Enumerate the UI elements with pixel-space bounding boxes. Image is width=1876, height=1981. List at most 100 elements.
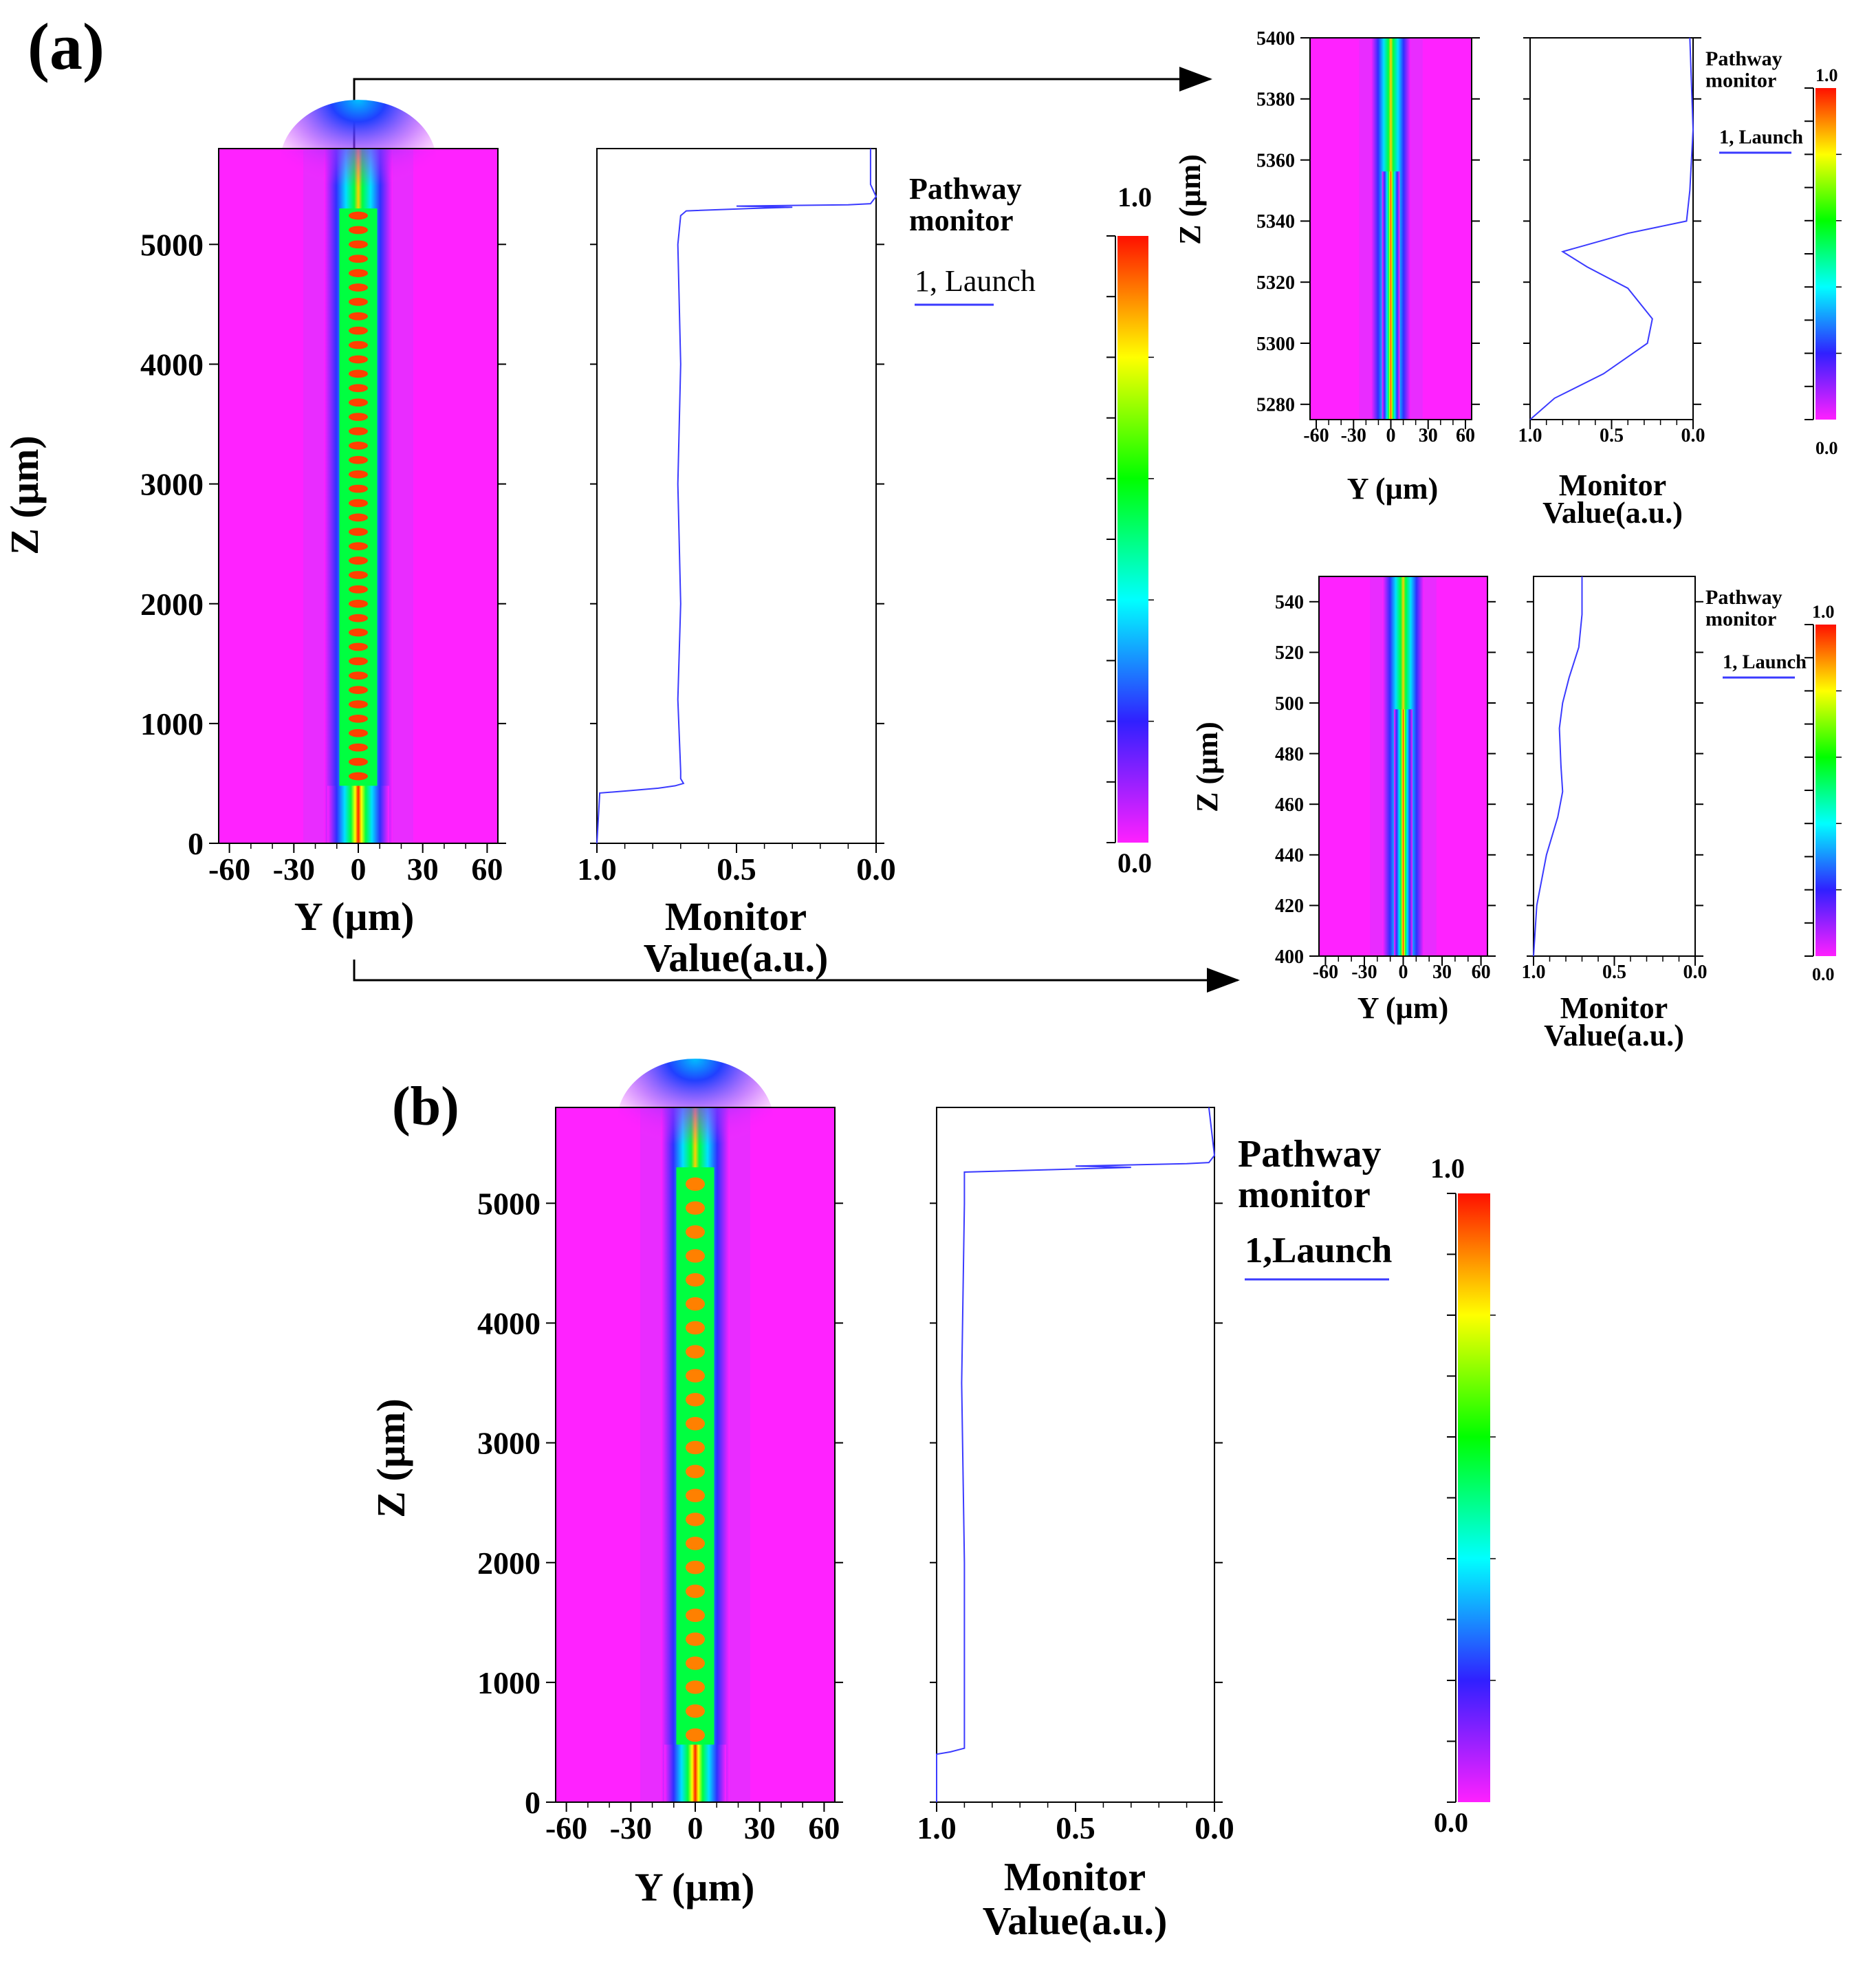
field-hotspot <box>686 1369 705 1383</box>
y-tick-label: 460 <box>1275 794 1304 816</box>
x-tick-label: 0 <box>351 852 367 887</box>
y-tick-label: 0 <box>188 826 204 861</box>
monitor-x-tick-label: 1.0 <box>577 852 617 887</box>
chart-a-inset-top: 5280 5300 5320 5340 5360 5380 5400 -60 -30 0 30 60 Y… <box>1173 28 1842 530</box>
colorbar <box>1117 236 1148 843</box>
field-hotspot <box>349 757 368 766</box>
field-hotspot <box>686 1680 705 1694</box>
field-input-waveguide <box>327 786 389 843</box>
field-hotspot <box>349 470 368 479</box>
colorbar <box>1458 1193 1490 1802</box>
legend-entry: 1, Launch <box>1719 127 1803 149</box>
y-tick-label: 5000 <box>477 1186 541 1221</box>
monitor-series-line <box>1529 37 1694 420</box>
field-input-waveguide <box>664 1744 726 1802</box>
field-hotspot <box>349 255 368 263</box>
field-hotspot <box>349 686 368 694</box>
monitor-x-tick-label: 0.0 <box>1195 1810 1234 1845</box>
x-tick-label: -60 <box>1313 962 1338 983</box>
field-hotspot <box>349 384 368 393</box>
monitor-xlabel-line2: Value(a.u.) <box>644 935 829 980</box>
monitor-x-tick-label: 0.5 <box>717 852 756 887</box>
field-hotspot <box>349 728 368 737</box>
colorbar-max-label: 1.0 <box>1815 65 1838 85</box>
legend-title-line2: monitor <box>1238 1173 1371 1216</box>
monitor-xlabel-line2: Value(a.u.) <box>1542 496 1683 530</box>
legend-entry: 1, Launch <box>915 264 1036 298</box>
field-hotspot <box>686 1393 705 1407</box>
y-tick-label: 3000 <box>477 1426 541 1461</box>
field-hotspot <box>349 599 368 608</box>
x-tick-label: -30 <box>610 1810 652 1845</box>
colorbar-min-label: 0.0 <box>1434 1807 1468 1838</box>
x-tick-label: -60 <box>545 1810 587 1845</box>
field-hotspot <box>349 700 368 708</box>
field-hotspot <box>349 614 368 623</box>
colorbar-max-label: 1.0 <box>1430 1153 1465 1184</box>
x-tick-label: 60 <box>1472 962 1491 983</box>
colorbar-min-label: 0.0 <box>1815 438 1838 458</box>
y-tick-label: 480 <box>1275 744 1304 765</box>
legend-title-line2: monitor <box>1705 608 1776 631</box>
monitor-x-tick-label: 0.0 <box>1681 425 1705 446</box>
legend-title-line1: Pathway <box>1238 1133 1381 1176</box>
field-hotspot <box>349 499 368 508</box>
monitor-series-line <box>936 1107 1216 1802</box>
monitor-frame <box>1533 576 1696 957</box>
field-hotspot <box>349 513 368 522</box>
x-tick-label: -60 <box>1303 425 1329 446</box>
field-hotspot <box>686 1489 705 1502</box>
legend-entry: 1,Launch <box>1245 1230 1392 1270</box>
field-core-hot <box>1382 171 1400 420</box>
field-hotspot <box>349 743 368 752</box>
field-hotspot <box>686 1225 705 1239</box>
field-hotspot <box>349 398 368 407</box>
field-spread <box>617 1059 774 1184</box>
y-tick-label: 500 <box>1275 693 1304 715</box>
field-hotspot <box>349 528 368 537</box>
field-hotspot <box>686 1201 705 1215</box>
y-tick-label: 5000 <box>140 227 204 262</box>
monitor-x-tick-label: 0.5 <box>1602 962 1626 983</box>
legend-title-line1: Pathway <box>909 172 1022 206</box>
field-hotspot <box>349 715 368 723</box>
x-tick-label: 60 <box>471 852 503 887</box>
field-core-inner <box>339 208 378 786</box>
legend-entry: 1, Launch <box>1723 652 1807 673</box>
monitor-xlabel-line1: Monitor <box>1560 991 1668 1025</box>
field-core-inner <box>676 1167 715 1745</box>
monitor-x-tick-label: 0.0 <box>856 852 896 887</box>
field-hotspot <box>349 556 368 565</box>
field-hotspot <box>349 442 368 450</box>
x-tick-label: -60 <box>208 852 250 887</box>
monitor-x-tick-label: 0.5 <box>1056 1810 1095 1845</box>
field-hotspot <box>686 1632 705 1646</box>
field-hotspot <box>349 642 368 651</box>
field-hotspot <box>349 427 368 435</box>
monitor-x-tick-label: 0.5 <box>1600 425 1624 446</box>
field-hotspot <box>349 484 368 493</box>
field-hotspot <box>349 211 368 220</box>
y-axis-label: Z (µm) <box>369 1398 413 1518</box>
field-hotspot <box>686 1249 705 1263</box>
field-hotspot <box>349 585 368 594</box>
field-hotspot <box>349 571 368 579</box>
y-tick-label: 5340 <box>1256 211 1295 232</box>
monitor-frame <box>1529 37 1694 420</box>
field-hotspot <box>686 1560 705 1574</box>
x-tick-label: 60 <box>808 1810 840 1845</box>
field-hotspot <box>349 542 368 550</box>
field-hotspot <box>349 240 368 249</box>
x-tick-label: 0 <box>1386 425 1396 446</box>
chart-b-main: 0 1000 2000 3000 4000 5000 -60 -30 0 30 60 Y (µm) Z … <box>369 1059 1496 1943</box>
arrow-to-bottom-inset <box>353 960 1240 993</box>
field-hotspot <box>349 312 368 321</box>
y-tick-label: 5380 <box>1256 89 1295 111</box>
monitor-xlabel-line2: Value(a.u.) <box>983 1898 1168 1943</box>
colorbar-min-label: 0.0 <box>1117 847 1152 878</box>
monitor-series-line <box>596 149 877 844</box>
field-core-hot <box>1393 709 1413 956</box>
colorbar-min-label: 0.0 <box>1812 964 1835 984</box>
monitor-x-tick-label: 1.0 <box>917 1810 957 1845</box>
field-hotspot <box>349 326 368 335</box>
